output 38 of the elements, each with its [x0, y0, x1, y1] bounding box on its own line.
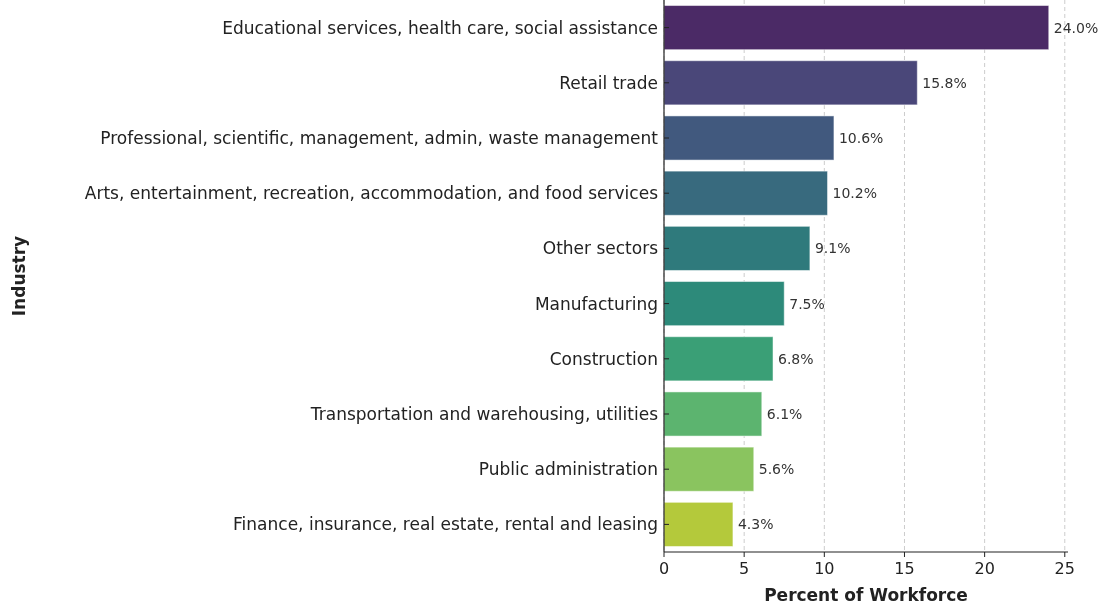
bar	[663, 281, 785, 327]
data-label: 7.5%	[789, 295, 825, 312]
x-tick-label: 0	[658, 559, 670, 578]
x-tick-label: 15	[894, 559, 915, 578]
bar	[663, 115, 835, 161]
bar	[663, 391, 763, 437]
bar	[663, 501, 734, 547]
y-tick-label: Retail trade	[559, 72, 658, 93]
data-label: 6.8%	[778, 350, 814, 367]
y-tick-label: Finance, insurance, real estate, rental and leasing	[233, 514, 658, 535]
bar	[663, 170, 829, 216]
y-tick-label: Educational services, health care, social assistance	[222, 17, 658, 38]
y-axis-title: Industry	[9, 235, 29, 317]
data-label: 9.1%	[814, 240, 851, 257]
x-tick-label: 10	[814, 559, 835, 578]
x-tick-label: 25	[1054, 559, 1075, 578]
data-label: 15.8%	[922, 74, 967, 91]
y-tick-label: Manufacturing	[534, 293, 658, 314]
data-label: 24.0%	[1053, 19, 1099, 36]
y-tick-label: Public administration	[478, 459, 658, 480]
data-label: 5.6%	[758, 461, 795, 478]
y-tick-label: Arts, entertainment, recreation, accommodation, and food services	[84, 183, 659, 204]
data-label: 4.3%	[737, 516, 774, 533]
y-tick-label: Other sectors	[542, 238, 659, 259]
bar	[663, 225, 811, 271]
bar	[663, 60, 918, 106]
data-label: 6.1%	[766, 405, 803, 422]
bar	[663, 336, 774, 382]
bar	[663, 5, 1050, 51]
data-label: 10.6%	[838, 129, 884, 146]
y-tick-label: Professional, scientific, management, admin, waste management	[100, 127, 659, 148]
y-tick-label: Construction	[549, 348, 658, 369]
data-label: 10.2%	[832, 185, 878, 202]
x-axis-title: Percent of Workforce	[764, 585, 968, 605]
y-tick-label: Transportation and warehousing, utilities	[309, 403, 659, 424]
x-tick-label: 5	[739, 559, 750, 578]
x-tick-label: 20	[974, 559, 995, 578]
bar	[663, 446, 755, 492]
